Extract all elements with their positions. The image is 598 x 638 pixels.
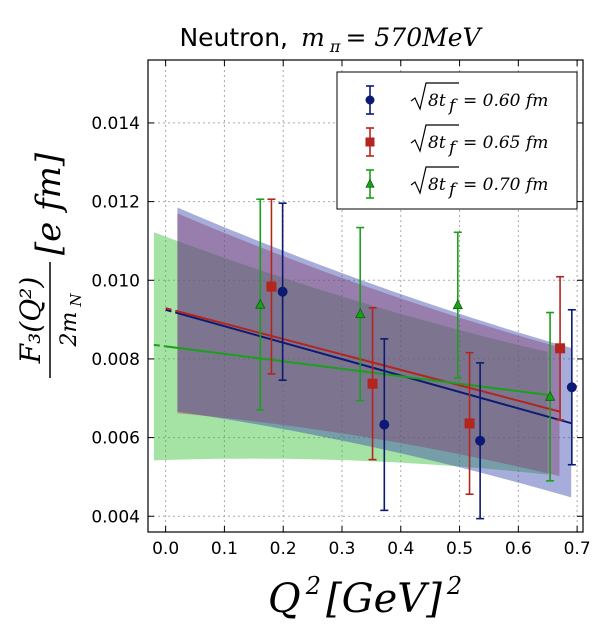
svg-text:2m N: 2m N	[57, 293, 85, 348]
legend-sqrt-sub: f	[447, 96, 458, 116]
chart-title: Neutron, m π = 570MeV	[179, 23, 483, 56]
title-prefix: Neutron,	[179, 23, 288, 52]
y-tick-label: 0.010	[91, 271, 140, 291]
y-tick-label: 0.014	[91, 114, 140, 134]
data-point-marker	[475, 435, 486, 446]
data-point-marker	[255, 298, 266, 309]
data-point-marker	[355, 308, 366, 319]
ylabel-denominator: 2m	[57, 312, 82, 348]
x-tick-label: 0.5	[446, 539, 473, 559]
fit-extrapolation-line	[165, 308, 178, 315]
data-point	[475, 362, 486, 520]
data-point	[355, 226, 366, 402]
legend-sqrt-sign	[410, 124, 459, 153]
title-math: m	[301, 23, 325, 52]
fit-line	[177, 312, 572, 425]
y-tick-label: 0.012	[91, 193, 140, 213]
x-axis-label: Q 2 [GeV] 2	[268, 572, 462, 622]
data-point-marker	[367, 378, 378, 389]
data-point-marker	[266, 281, 277, 292]
data-point	[255, 198, 266, 411]
y-tick-label: 0.004	[91, 507, 140, 527]
data-point-marker	[379, 419, 390, 430]
data-point	[277, 202, 288, 381]
fit-extrapolation-line	[165, 307, 178, 313]
legend-sqrt-sub: f	[447, 138, 458, 158]
data-point	[566, 308, 577, 466]
x-tick-label: 0.6	[505, 539, 532, 559]
data-point-marker	[365, 95, 375, 105]
legend-sqrt-body: 8t	[428, 133, 446, 153]
y-axis-label: F₃(Q²) 2m N [e fm]	[14, 152, 85, 378]
legend-label: = 0.70 fm	[463, 175, 548, 195]
data-point-marker	[544, 390, 556, 401]
svg-text:Q 2 [GeV] 2: Q 2 [GeV] 2	[268, 572, 462, 622]
data-point	[367, 306, 378, 461]
xlabel-body: [GeV]	[326, 576, 442, 622]
error-band	[153, 232, 548, 475]
data-point-marker	[464, 418, 475, 429]
error-band	[177, 213, 560, 477]
title-math-rest: = 570MeV	[346, 23, 484, 52]
data-points	[255, 198, 577, 520]
legend-sqrt-sign	[410, 82, 459, 111]
data-point-marker	[452, 298, 463, 310]
legend-sqrt-body: 8t	[428, 175, 446, 195]
legend-entry: 8t f = 0.60 fm	[365, 82, 548, 116]
x-tick-label: 0.0	[152, 539, 179, 559]
legend-sqrt-sub: f	[447, 180, 458, 200]
x-tick-label: 0.4	[387, 539, 414, 559]
data-point	[544, 311, 556, 482]
data-point	[266, 198, 277, 375]
fit-line	[165, 345, 548, 396]
fit-line	[177, 310, 560, 413]
fit-extrapolation-line	[153, 343, 166, 348]
data-point-marker	[566, 382, 577, 393]
data-point	[452, 231, 463, 379]
legend-entry: 8t f = 0.70 fm	[365, 166, 548, 200]
xlabel-sup: 2	[305, 572, 321, 600]
data-point-marker	[365, 178, 375, 188]
data-point	[379, 338, 390, 512]
xlabel-q: Q	[268, 576, 301, 622]
legend-sqrt-body: 8t	[428, 91, 446, 111]
legend-box	[336, 71, 578, 210]
data-point	[555, 275, 566, 421]
x-tick-label: 0.1	[211, 539, 238, 559]
x-tick-label: 0.7	[564, 539, 591, 559]
legend-entry: 8t f = 0.65 fm	[365, 124, 548, 158]
legend-sqrt-sign	[410, 166, 459, 195]
title-math-sub: π	[329, 37, 341, 56]
data-point	[464, 351, 475, 496]
plot-frame	[147, 59, 584, 533]
axis-ticks: 0.0 0.1 0.2 0.3 0.4 0.5 0.6 0.7 0.004 0.006 0.008 0…	[91, 60, 591, 559]
data-point-marker	[555, 343, 566, 354]
legend-label: = 0.60 fm	[463, 91, 548, 111]
ylabel-unit: [e fm]	[29, 152, 69, 255]
x-tick-label: 0.2	[270, 539, 297, 559]
xlabel-sup2: 2	[446, 572, 462, 600]
data-point-marker	[365, 137, 375, 147]
x-tick-label: 0.3	[328, 539, 355, 559]
y-tick-label: 0.008	[91, 350, 140, 370]
y-tick-label: 0.006	[91, 429, 140, 449]
ylabel-numerator: F₃(Q²)	[14, 277, 47, 365]
legend-label: = 0.65 fm	[463, 133, 548, 153]
svg-text:Neutron, m π: Neutron, m π = 570MeV	[179, 23, 483, 56]
fit-lines	[153, 307, 572, 425]
data-point-marker	[277, 286, 288, 297]
ylabel-den-sub: N	[67, 293, 85, 308]
